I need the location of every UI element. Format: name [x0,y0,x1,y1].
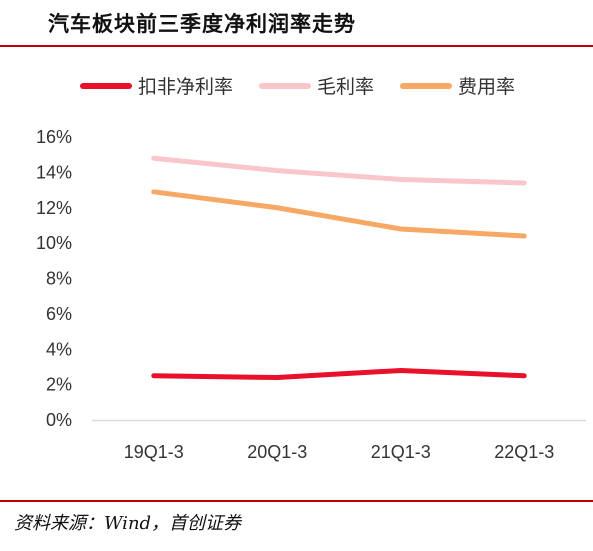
y-tick-label: 16% [36,127,72,147]
legend-swatch [259,82,312,89]
series-line-2 [151,189,527,239]
legend-item-expense-ratio: 费用率 [400,72,515,99]
source-note: 资料来源：Wind，首创证券 [14,513,242,534]
chart-legend: 扣非净利率 毛利率 费用率 [80,72,541,99]
legend-item-core-net-margin: 扣非净利率 [80,72,233,99]
series-line-0 [151,367,527,381]
legend-label: 费用率 [458,76,516,98]
y-tick-label: 6% [46,304,72,324]
y-tick-label: 14% [36,162,72,182]
series-line-1 [151,155,527,186]
chart-title: 汽车板块前三季度净利润率走势 [48,12,356,36]
legend-item-gross-margin: 毛利率 [259,72,374,99]
y-tick-label: 0% [46,410,72,430]
footer-divider [0,500,593,502]
legend-label: 扣非净利率 [138,76,234,98]
x-tick-label: 21Q1-3 [371,442,431,462]
y-tick-label: 12% [36,198,72,218]
legend-label: 毛利率 [317,76,375,98]
y-tick-label: 8% [46,269,72,289]
x-tick-label: 19Q1-3 [124,442,184,462]
y-tick-label: 10% [36,233,72,253]
x-tick-label: 20Q1-3 [247,442,307,462]
y-tick-label: 4% [46,339,72,359]
legend-swatch [400,82,453,89]
title-divider [0,45,593,47]
legend-swatch [80,82,132,89]
y-tick-label: 2% [46,375,72,395]
x-tick-label: 22Q1-3 [494,442,554,462]
